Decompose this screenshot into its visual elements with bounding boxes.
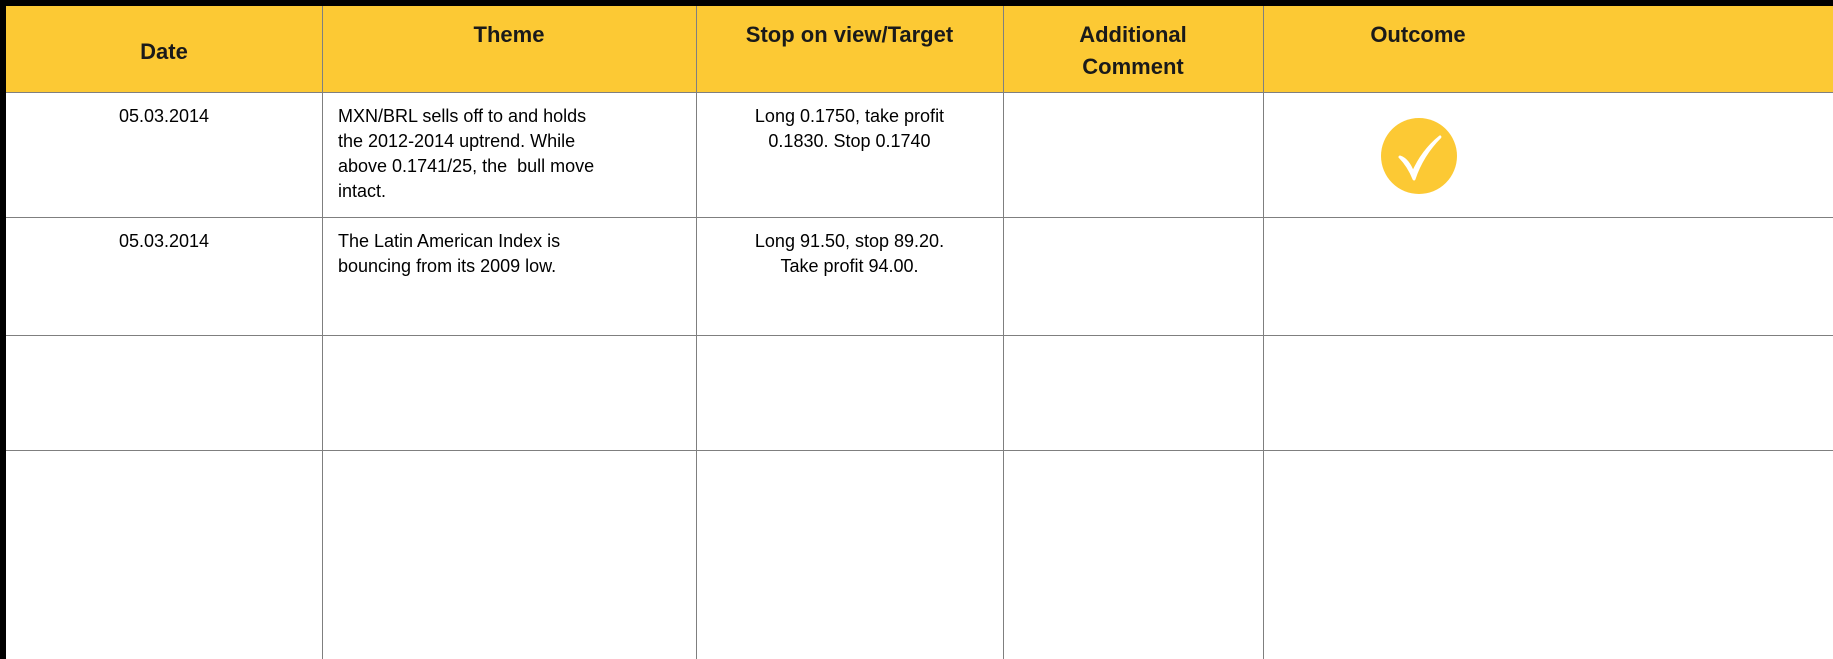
row-line	[6, 450, 1833, 451]
cell-line: The Latin American Index is	[338, 231, 561, 251]
cell: Long 91.50, stop 89.20. Take profit 94.00…	[696, 229, 1003, 279]
col-line	[696, 6, 697, 659]
row-line	[6, 217, 1833, 218]
cell: MXN/BRL sells off to and holds the 2012-2…	[338, 104, 688, 204]
header-cell: Outcome	[1370, 22, 1466, 47]
header-line: Additional	[1079, 22, 1187, 47]
header-cell: Date	[140, 39, 188, 64]
cell-line: MXN/BRL sells off to and holds	[338, 106, 587, 126]
row-line	[6, 92, 1833, 93]
cell: The Latin American Index is bouncing from…	[338, 229, 688, 279]
col-line	[1003, 6, 1004, 659]
header-row	[6, 6, 1833, 92]
cell-line: bouncing from its 2009 low.	[338, 256, 557, 276]
cell-line: Take profit 94.00.	[780, 256, 919, 276]
row-line	[6, 335, 1833, 336]
header-cell: Theme	[473, 22, 545, 47]
cell-line: above 0.1741/25, the bull move	[338, 156, 595, 176]
border	[0, 0, 1833, 6]
cell-line: 0.1830. Stop 0.1740	[768, 131, 931, 151]
check-icon	[1381, 118, 1457, 194]
header-cell: Stop on view/Target	[745, 22, 954, 47]
col-line	[322, 6, 323, 659]
border	[0, 0, 6, 659]
cell: 05.03.2014	[118, 231, 210, 251]
col-line	[1263, 6, 1264, 659]
header-line: Comment	[1082, 54, 1184, 79]
cell-line: Long 0.1750, take profit	[754, 106, 945, 126]
cell-line: Long 91.50, stop 89.20.	[754, 231, 945, 251]
cell-line: intact.	[338, 181, 387, 201]
cell: 05.03.2014	[118, 106, 210, 126]
cell-line: the 2012-2014 uptrend. While	[338, 131, 576, 151]
header-cell: Additional Comment	[1003, 19, 1263, 83]
cell: Long 0.1750, take profit 0.1830. Stop 0.1…	[696, 104, 1003, 154]
